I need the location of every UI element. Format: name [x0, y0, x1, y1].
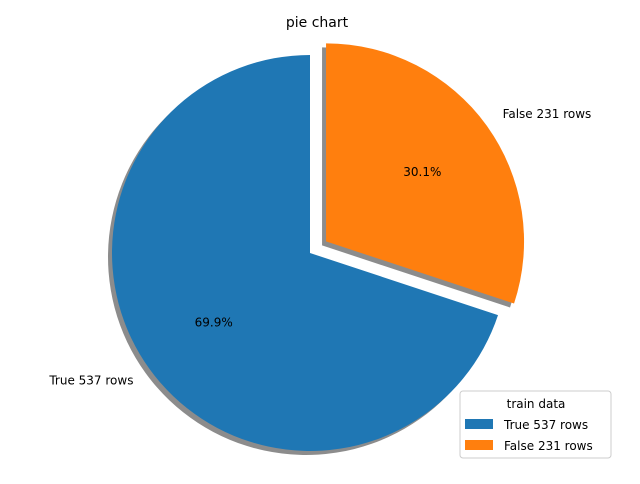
slice-label-true-537-rows: True 537 rows — [48, 374, 133, 388]
pie-slice-false-231-rows — [326, 43, 525, 304]
slice-labels: 69.9% True 537 rows 30.1% False 231 rows — [48, 107, 591, 388]
legend-entry-false: False 231 rows — [504, 439, 593, 453]
percent-label-true-537-rows: 69.9% — [195, 316, 233, 330]
legend: train data True 537 rows False 231 rows — [459, 390, 612, 459]
legend-title: train data — [507, 397, 566, 411]
slice-label-false-231-rows: False 231 rows — [503, 107, 592, 121]
legend-swatch-true — [465, 419, 493, 429]
legend-entry-true: True 537 rows — [503, 418, 588, 432]
pie-slices — [112, 43, 525, 451]
chart-title: pie chart — [286, 15, 349, 31]
percent-label-false-231-rows: 30.1% — [403, 165, 441, 179]
pie-slice-true-537-rows — [112, 55, 499, 451]
legend-swatch-false — [465, 440, 493, 450]
legend-frame — [459, 390, 612, 459]
